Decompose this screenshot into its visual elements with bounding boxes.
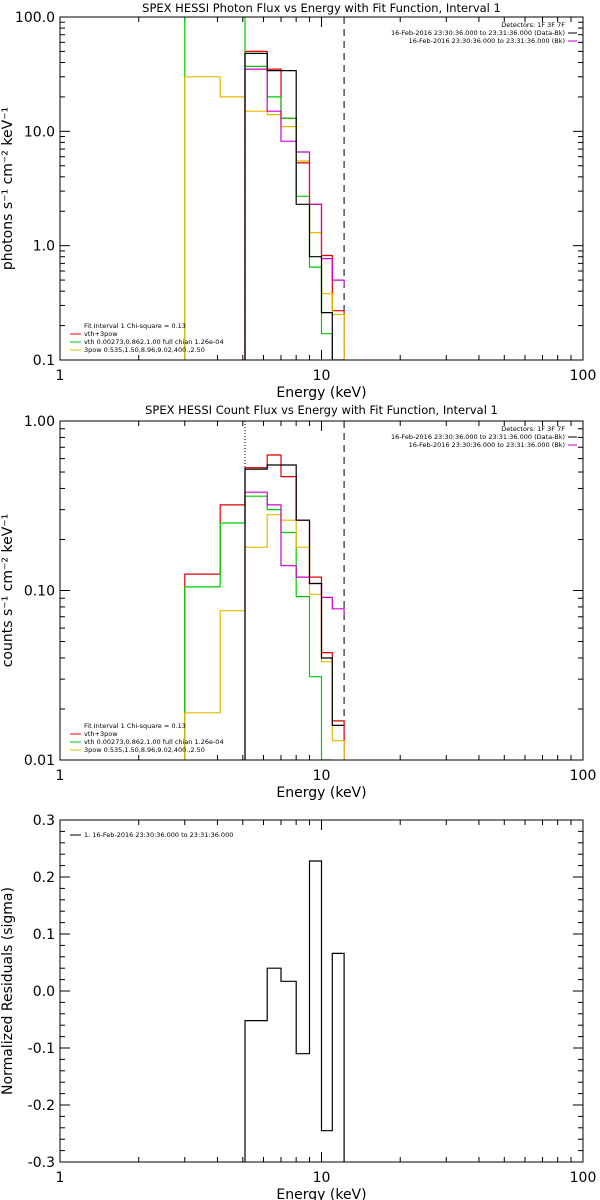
- x-tick-label: 1: [56, 768, 65, 784]
- y-tick-label: 1.0: [33, 239, 55, 255]
- y-tick-label: 0.3: [33, 813, 55, 829]
- legend-entry: Detectors: 1F 3F 7F: [501, 21, 565, 29]
- y-tick-label: 0.2: [33, 870, 55, 886]
- series-histogram: [244, 491, 345, 760]
- legend-entry: 3pow 0.535,1.50,8.96,9.02,400.,2.50: [84, 346, 205, 354]
- plot-frame: [59, 16, 584, 361]
- legend-entry: vth 0.00273,0.862,1.00 full chian 1.26e-…: [84, 338, 224, 346]
- legend-entry: 16-Feb-2016 23:30:36.000 to 23:31:36.000…: [409, 441, 565, 449]
- y-tick-label: 0.1: [33, 927, 55, 943]
- legend-entry: vth+3pow: [84, 330, 118, 338]
- legend-entry: vth 0.00273,0.862,1.00 full chian 1.26e-…: [84, 738, 224, 746]
- series-histogram: [244, 68, 345, 360]
- legend-entry: Fit Interval 1 Chi-square = 0.13: [84, 322, 186, 330]
- y-tick-label: -0.3: [28, 1155, 55, 1171]
- legend-entry: Fit Interval 1 Chi-square = 0.13: [84, 722, 186, 730]
- plot-frame: [59, 420, 584, 761]
- y-axis-label: photons s⁻¹ cm⁻² keV⁻¹: [0, 107, 16, 270]
- y-tick-label: 10.0: [24, 124, 55, 140]
- series-histogram: [244, 464, 345, 760]
- legend-entry: 3pow 0.535,1.50,8.96,9.02,400.,2.50: [84, 746, 205, 754]
- x-axis-label: Energy (keV): [276, 785, 366, 801]
- legend-entry: 16-Feb-2016 23:30:36.000 to 23:31:36.000…: [391, 29, 565, 37]
- x-tick-label: 10: [313, 768, 331, 784]
- chart-title: SPEX HESSI Count Flux vs Energy with Fit…: [145, 403, 498, 417]
- legend-entry: 16-Feb-2016 23:30:36.000 to 23:31:36.000…: [391, 433, 565, 441]
- chart-title: SPEX HESSI Photon Flux vs Energy with Fi…: [142, 1, 501, 15]
- series-histogram: [184, 454, 345, 760]
- y-axis-label: counts s⁻¹ cm⁻² keV⁻¹: [0, 514, 16, 668]
- legend-entry: Detectors: 1F 3F 7F: [501, 425, 565, 433]
- y-axis-label: Normalized Residuals (sigma): [0, 887, 16, 1095]
- series-histogram: [184, 17, 333, 360]
- plot-frame: [59, 819, 584, 1163]
- x-tick-label: 100: [570, 768, 597, 784]
- y-tick-label: 0.10: [24, 584, 55, 600]
- x-axis-label: Energy (keV): [276, 1187, 366, 1200]
- y-tick-label: 0.0: [33, 984, 55, 1000]
- y-tick-label: 0.01: [24, 753, 55, 769]
- legend-entry: 16-Feb-2016 23:30:36.000 to 23:31:36.000…: [409, 37, 565, 45]
- series-histogram: [244, 50, 345, 360]
- series-histogram: [244, 52, 345, 360]
- series-histogram: [244, 860, 345, 1162]
- x-tick-label: 100: [570, 1170, 597, 1186]
- x-tick-label: 1: [56, 1170, 65, 1186]
- series-histogram: [184, 76, 345, 360]
- legend-entry: 1. 16-Feb-2016 23:30:36.000 to 23:31:36.…: [84, 831, 233, 839]
- x-tick-label: 1: [56, 368, 65, 384]
- x-tick-label: 10: [313, 1170, 331, 1186]
- series-histogram: [184, 495, 333, 760]
- x-tick-label: 100: [570, 368, 597, 384]
- y-tick-label: 1.00: [24, 414, 55, 430]
- y-tick-label: -0.2: [28, 1098, 55, 1114]
- legend-entry: vth+3pow: [84, 730, 118, 738]
- y-tick-label: 100.0: [15, 10, 55, 26]
- y-tick-label: 0.1: [33, 353, 55, 369]
- x-tick-label: 10: [313, 368, 331, 384]
- series-histogram: [184, 514, 345, 760]
- x-axis-label: Energy (keV): [276, 385, 366, 401]
- y-tick-label: -0.1: [28, 1041, 55, 1057]
